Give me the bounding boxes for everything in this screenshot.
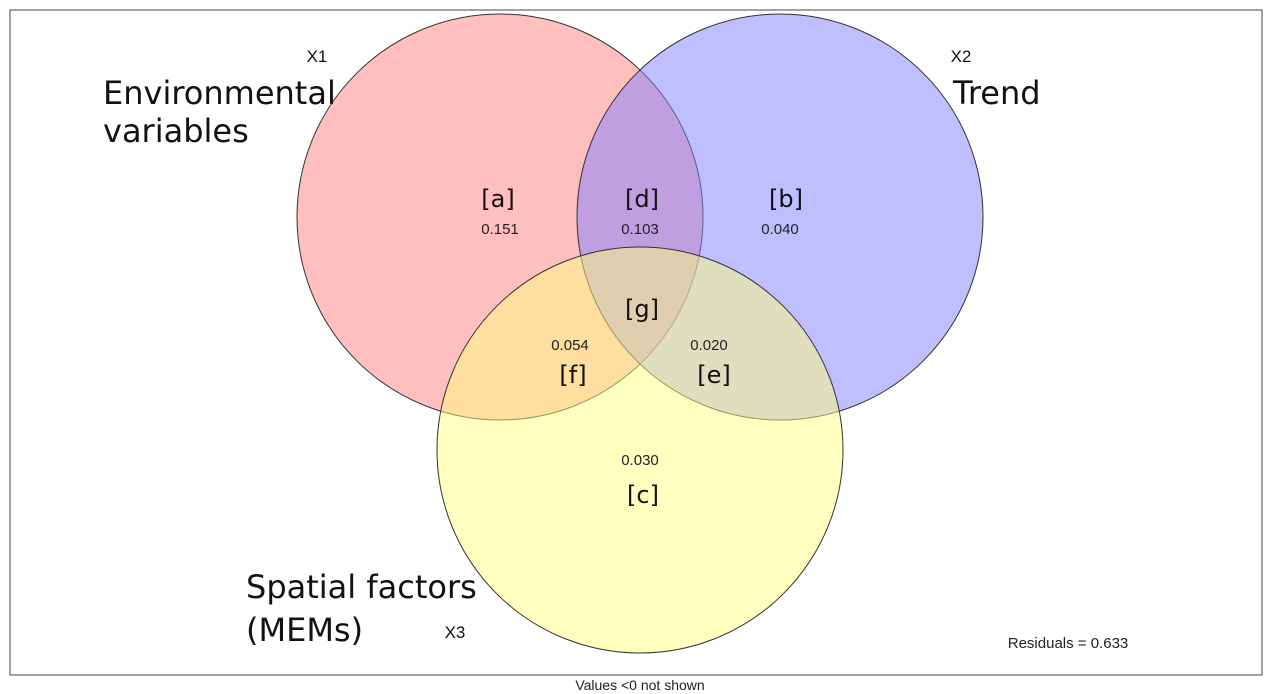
region-label-a: [a] bbox=[481, 185, 514, 213]
residuals-text: Residuals = 0.633 bbox=[1008, 635, 1129, 652]
region-value-b: 0.040 bbox=[761, 221, 799, 238]
set-id-x1: X1 bbox=[307, 47, 328, 66]
region-value-d: 0.103 bbox=[621, 221, 659, 238]
plot-frame bbox=[9, 9, 1263, 676]
region-label-c: [c] bbox=[627, 481, 659, 509]
set-name-x3-line1: Spatial factors bbox=[246, 568, 477, 606]
region-label-d: [d] bbox=[625, 185, 659, 213]
footnote: Values <0 not shown bbox=[575, 677, 704, 693]
region-label-b: [b] bbox=[769, 185, 803, 213]
circle-x3 bbox=[436, 246, 844, 654]
set-name-x2: Trend bbox=[952, 74, 1041, 112]
set-name-x3-line2: (MEMs) bbox=[246, 611, 363, 649]
region-value-a: 0.151 bbox=[481, 221, 519, 238]
set-id-x2: X2 bbox=[951, 47, 972, 66]
set-name-x1-line2: variables bbox=[103, 112, 249, 150]
region-value-e: 0.020 bbox=[690, 337, 728, 354]
region-value-c: 0.030 bbox=[621, 452, 659, 469]
region-label-e: [e] bbox=[697, 361, 731, 389]
set-id-x3: X3 bbox=[445, 623, 466, 642]
set-name-x1-line1: Environmental bbox=[103, 74, 336, 112]
region-value-f: 0.054 bbox=[551, 337, 589, 354]
region-label-f: [f] bbox=[559, 361, 586, 389]
region-label-g: [g] bbox=[625, 295, 659, 323]
